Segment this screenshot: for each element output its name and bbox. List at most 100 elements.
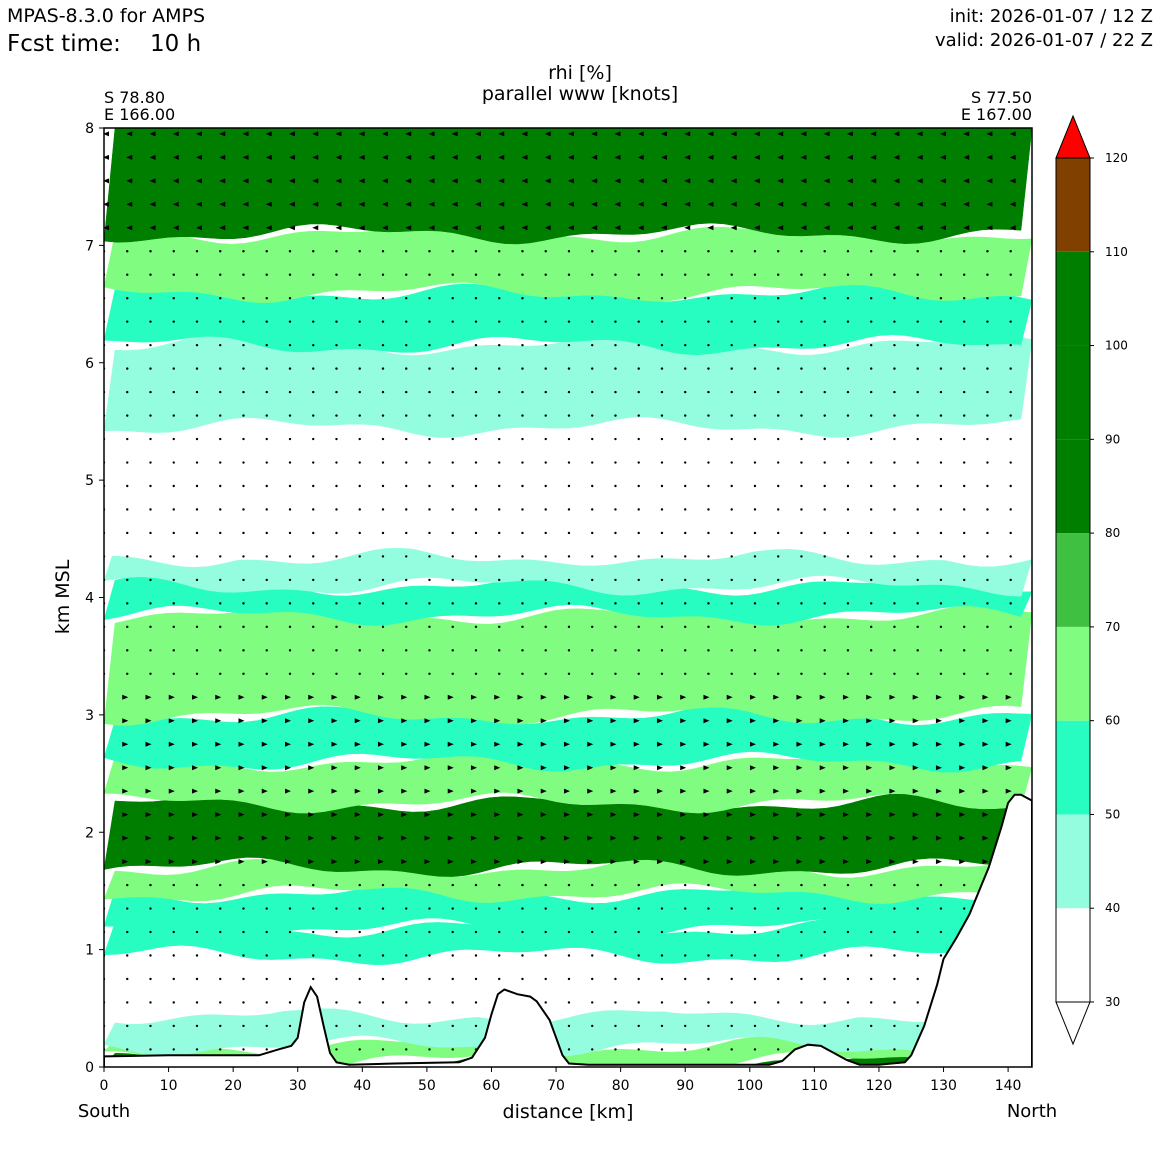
wind-arrow [494, 718, 501, 724]
rhi-band [104, 545, 1032, 597]
wind-arrow [889, 741, 896, 747]
wind-arrow [544, 178, 551, 184]
wind-arrow [749, 694, 756, 700]
wind-arrow [312, 414, 315, 417]
wind-arrow [707, 602, 710, 605]
wind-arrow [498, 367, 501, 370]
wind-arrow [451, 390, 454, 394]
wind-arrow [428, 154, 435, 160]
wind-arrow [823, 437, 826, 441]
wind-arrow [591, 672, 594, 675]
wind-arrow [474, 954, 478, 957]
wind-arrow [823, 484, 826, 488]
wind-arrow [521, 602, 524, 605]
wind-arrow [637, 367, 640, 370]
wind-arrow [846, 649, 850, 652]
x-tick-label: 20 [224, 1078, 242, 1094]
wind-arrow [1009, 531, 1012, 535]
wind-arrow [800, 954, 803, 957]
wind-arrow [312, 907, 315, 910]
wind-arrow [405, 461, 408, 464]
wind-arrow [610, 835, 617, 841]
wind-arrow [312, 131, 319, 137]
wind-arrow [470, 741, 477, 747]
wind-arrow [893, 390, 896, 394]
wind-arrow [684, 1048, 687, 1051]
wind-arrow [591, 1001, 594, 1004]
wind-arrow [591, 531, 594, 535]
wind-arrow [215, 788, 222, 794]
wind-arrow [126, 672, 129, 675]
wind-arrow [122, 741, 129, 747]
wind-arrow [335, 320, 338, 323]
wind-arrow [238, 694, 245, 700]
colorbar-segment [1056, 533, 1090, 627]
wind-arrow [869, 1048, 873, 1051]
wind-arrow [126, 649, 129, 652]
wind-arrow [381, 154, 388, 160]
wind-arrow [1009, 625, 1012, 629]
wind-arrow [916, 131, 923, 137]
wind-arrow [219, 578, 222, 582]
wind-arrow [261, 741, 268, 747]
wind-arrow [265, 461, 268, 464]
wind-arrow [405, 154, 412, 160]
wind-arrow [265, 367, 268, 370]
wind-arrow [893, 296, 896, 300]
wind-arrow [498, 954, 501, 957]
wind-arrow [265, 1001, 268, 1004]
wind-arrow [517, 765, 524, 771]
colorbar-tick-label: 40 [1105, 901, 1120, 915]
wind-arrow [126, 225, 133, 231]
wind-arrow [916, 320, 919, 323]
wind-arrow [567, 414, 571, 417]
wind-arrow [707, 131, 714, 137]
wind-arrow [916, 343, 919, 347]
wind-arrow [335, 225, 342, 231]
wind-arrow [474, 602, 478, 605]
wind-arrow [893, 437, 896, 441]
wind-arrow [703, 812, 710, 818]
wind-arrow [195, 201, 202, 207]
wind-arrow [1009, 414, 1012, 417]
wind-arrow [703, 718, 710, 724]
wind-arrow [591, 225, 598, 231]
wind-arrow [684, 649, 687, 652]
wind-arrow [126, 320, 129, 323]
wind-arrow [498, 178, 505, 184]
wind-arrow [335, 578, 338, 582]
wind-arrow [656, 812, 663, 818]
wind-arrow [1009, 649, 1012, 652]
wind-arrow [567, 367, 571, 370]
wind-arrow [730, 437, 733, 441]
wind-arrow [800, 273, 803, 276]
wind-arrow [498, 154, 505, 160]
wind-arrow [335, 1024, 338, 1028]
wind-arrow [405, 367, 408, 370]
wind-arrow [777, 672, 780, 675]
wind-arrow [986, 672, 989, 675]
wind-arrow [451, 1001, 454, 1004]
wind-arrow [567, 531, 571, 535]
wind-arrow [191, 741, 198, 747]
wind-arrow [265, 977, 268, 981]
wind-arrow [544, 320, 547, 323]
plot-area [104, 128, 1032, 1067]
wind-arrow [122, 835, 129, 841]
wind-arrow [381, 954, 385, 957]
wind-arrow [889, 788, 896, 794]
wind-arrow [869, 625, 873, 629]
wind-arrow [238, 788, 245, 794]
wind-arrow [959, 812, 966, 818]
wind-arrow [172, 977, 175, 981]
wind-arrow [567, 907, 571, 910]
wind-arrow [354, 694, 361, 700]
wind-arrow [660, 484, 664, 488]
wind-arrow [219, 320, 222, 323]
wind-arrow [474, 508, 478, 511]
wind-arrow [358, 343, 361, 347]
wind-arrow [773, 765, 780, 771]
wind-arrow [288, 649, 292, 652]
wind-arrow [726, 694, 733, 700]
